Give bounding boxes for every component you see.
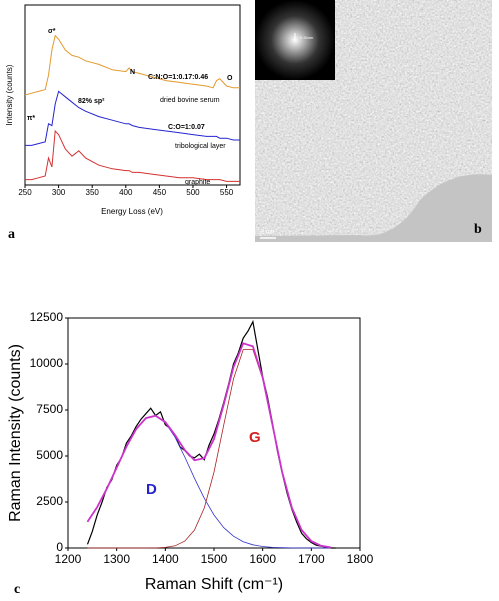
y-tick-label: 7500	[36, 402, 63, 416]
annotation: π*	[27, 115, 35, 122]
x-tick-label: 250	[18, 188, 32, 197]
series-line	[86, 319, 336, 549]
y-tick-label: 2500	[36, 494, 63, 508]
y-tick-label: 12500	[30, 310, 64, 324]
series-line	[87, 415, 331, 549]
x-tick-label: 500	[186, 188, 200, 197]
annotation: G	[249, 429, 261, 446]
annotation: N	[130, 69, 135, 76]
x-tick-label: 450	[153, 188, 167, 197]
x-tick-label: 1700	[298, 552, 325, 566]
annotation: D	[146, 481, 157, 498]
series-line	[24, 34, 240, 96]
scale-bar-label: 2 nm	[261, 230, 274, 236]
x-tick-label: 550	[220, 188, 234, 197]
series-label: graphite	[185, 179, 210, 186]
y-tick-label: 5000	[36, 448, 63, 462]
panel-label: c	[14, 582, 20, 597]
panel-label: b	[474, 222, 482, 237]
series-line	[25, 90, 240, 146]
annotation: σ*	[48, 28, 56, 35]
y-axis-label: Intensity (counts)	[5, 64, 14, 125]
series-line	[86, 342, 331, 549]
annotation: C:O=1:0.07	[168, 124, 205, 131]
x-axis-label: Energy Loss (eV)	[101, 207, 163, 216]
y-axis-label: Raman Intensity (counts)	[7, 344, 24, 522]
annotation: C:N:O=1:0.17:0.46	[148, 74, 208, 81]
x-tick-label: 1400	[152, 552, 179, 566]
x-axis-label: Raman Shift (cm⁻¹)	[145, 576, 283, 593]
x-tick-label: 1200	[55, 552, 82, 566]
annotation: O	[227, 75, 233, 82]
x-tick-label: 1600	[249, 552, 276, 566]
series-label: dried bovine serum	[160, 97, 220, 104]
y-tick-label: 10000	[30, 356, 64, 370]
x-tick-label: 350	[86, 188, 100, 197]
x-tick-label: 1500	[201, 552, 228, 566]
tem-image: 0.34nm 2 nm b	[255, 0, 492, 242]
annotation: 82% sp²	[78, 98, 105, 105]
inset-label: 0.34nm	[300, 35, 314, 40]
x-tick-label: 1300	[103, 552, 130, 566]
series-label: tribological layer	[175, 143, 226, 150]
series-line	[25, 129, 240, 182]
x-tick-label: 300	[52, 188, 66, 197]
y-tick-label: 0	[56, 540, 63, 554]
x-tick-label: 1800	[347, 552, 374, 566]
panel-label: a	[8, 227, 15, 242]
x-tick-label: 400	[119, 188, 133, 197]
